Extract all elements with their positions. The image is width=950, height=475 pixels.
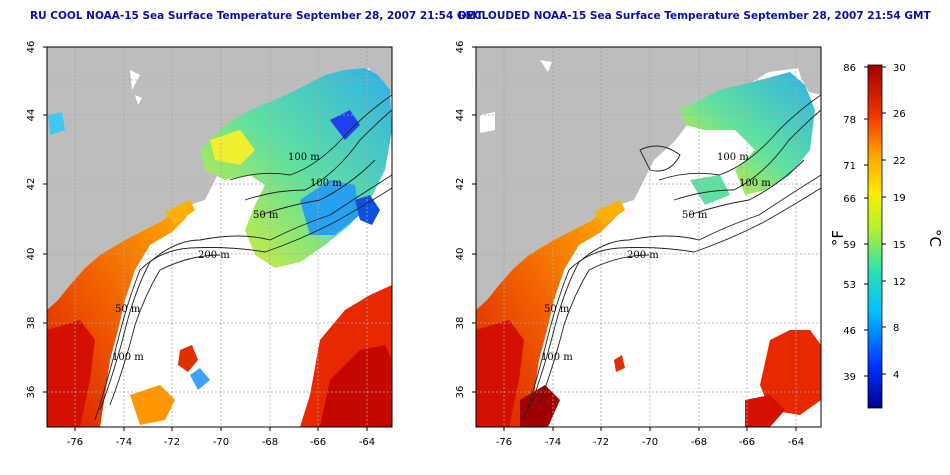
celsius-tick: 19 <box>893 193 906 204</box>
fahrenheit-tick: 86 <box>843 63 856 74</box>
contour-label: 100 m <box>739 178 771 189</box>
temperature-colorbar: 86 78 71 66 59 53 46 39 30 26 22 19 15 1… <box>829 63 944 409</box>
right-map-title: DECLOUDED NOAA-15 Sea Surface Temperatur… <box>458 10 931 22</box>
lon-tick-label: -70 <box>642 437 658 448</box>
fahrenheit-unit-label: °F <box>829 230 847 246</box>
celsius-tick: 8 <box>893 323 899 334</box>
lat-tick-label: 44 <box>26 109 37 122</box>
contour-label: 100 m <box>112 352 144 363</box>
lon-tick-label: -66 <box>739 437 755 448</box>
land-mass <box>476 47 821 310</box>
contour-label: 100 m <box>541 352 573 363</box>
left-sst-map: 100 m 100 m 50 m 200 m 50 m 100 m -76 -7… <box>26 41 393 448</box>
contour-label: 50 m <box>682 210 708 221</box>
lon-tick-label: -74 <box>545 437 561 448</box>
right-sst-map: 100 m 100 m 50 m 200 m 50 m 100 m -76 -7… <box>455 41 822 448</box>
lon-tick-label: -72 <box>593 437 609 448</box>
map-frame <box>475 46 822 428</box>
fahrenheit-tick: 53 <box>843 280 856 291</box>
lat-tick-label: 44 <box>455 109 466 122</box>
contour-label: 200 m <box>198 250 230 261</box>
lon-tick-label: -64 <box>788 437 804 448</box>
lon-tick-label: -70 <box>213 437 229 448</box>
fahrenheit-tick: 39 <box>843 372 856 383</box>
lat-tick-label: 42 <box>455 178 466 191</box>
fahrenheit-tick: 78 <box>843 115 856 126</box>
contour-label: 200 m <box>627 250 659 261</box>
lat-tick-label: 38 <box>455 317 466 330</box>
contour-label: 50 m <box>253 210 279 221</box>
celsius-tick: 26 <box>893 109 906 120</box>
celsius-tick: 22 <box>893 156 906 167</box>
lat-tick-label: 46 <box>455 41 466 54</box>
land-mass <box>47 47 392 310</box>
lat-tick-label: 36 <box>26 386 37 399</box>
lat-tick-label: 42 <box>26 178 37 191</box>
fahrenheit-tick: 71 <box>843 161 856 172</box>
celsius-tick: 12 <box>893 277 906 288</box>
lon-tick-label: -72 <box>164 437 180 448</box>
lat-tick-label: 38 <box>26 317 37 330</box>
contour-label: 50 m <box>115 304 141 315</box>
fahrenheit-tick: 59 <box>843 240 856 251</box>
celsius-tick: 30 <box>893 63 906 74</box>
lon-tick-label: -66 <box>310 437 326 448</box>
colorbar-gradient <box>867 64 883 409</box>
isobath-contours <box>94 94 392 421</box>
lon-tick-label: -68 <box>691 437 707 448</box>
contour-label: 100 m <box>310 178 342 189</box>
contour-label: 100 m <box>288 152 320 163</box>
lon-tick-label: -76 <box>67 437 83 448</box>
contour-label: 50 m <box>544 304 570 315</box>
contour-label: 100 m <box>717 152 749 163</box>
celsius-tick: 4 <box>893 370 899 381</box>
map-frame <box>46 46 393 428</box>
fahrenheit-tick: 66 <box>843 194 856 205</box>
isobath-contours <box>523 94 821 421</box>
fahrenheit-tick: 46 <box>843 326 856 337</box>
lat-tick-label: 46 <box>26 41 37 54</box>
lat-tick-label: 36 <box>455 386 466 399</box>
lon-tick-label: -76 <box>496 437 512 448</box>
lat-tick-label: 40 <box>26 248 37 261</box>
graticule <box>476 47 821 427</box>
lat-tick-label: 40 <box>455 248 466 261</box>
lon-tick-label: -64 <box>359 437 375 448</box>
celsius-unit-label: °C <box>926 229 944 247</box>
lon-tick-label: -74 <box>116 437 132 448</box>
celsius-tick: 15 <box>893 240 906 251</box>
lon-tick-label: -68 <box>262 437 278 448</box>
left-map-title: RU COOL NOAA-15 Sea Surface Temperature … <box>30 10 484 22</box>
